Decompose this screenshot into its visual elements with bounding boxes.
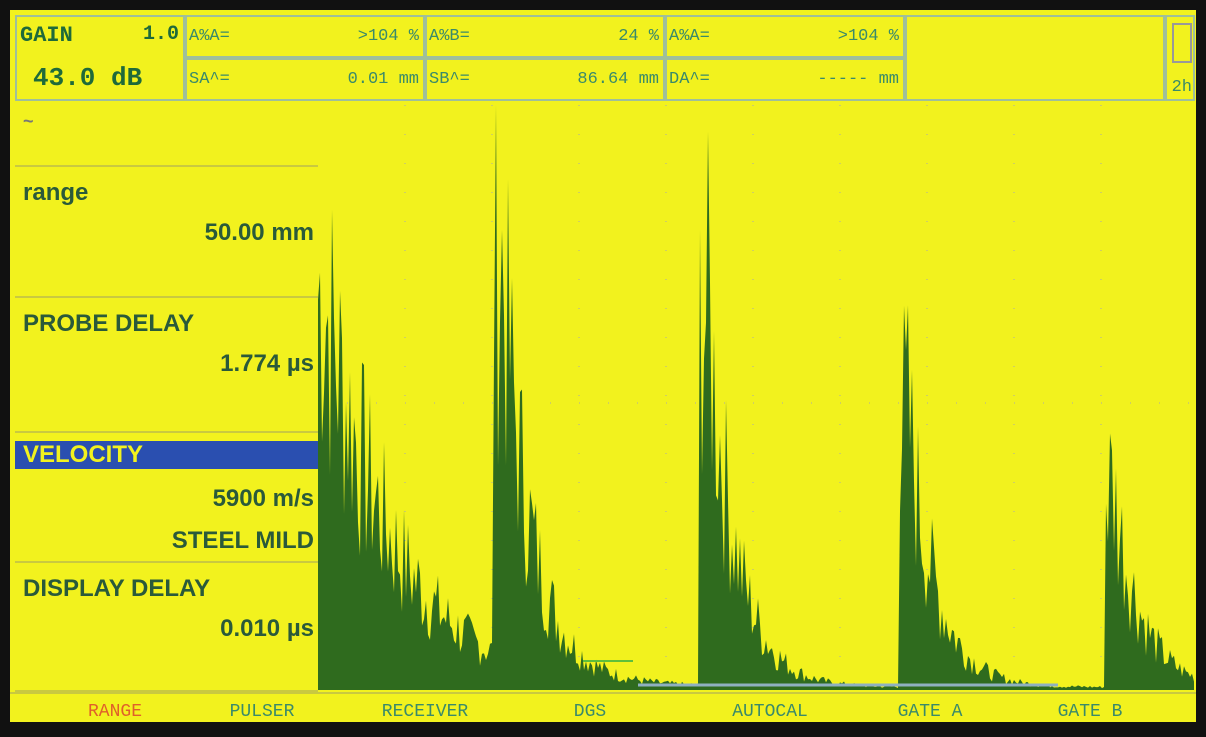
reading-value: 86.64 mm <box>577 70 659 89</box>
gain-value: 43.0 dB <box>33 63 142 93</box>
reading-value: >104 % <box>358 27 419 46</box>
menu-button[interactable]: AUTOCAL <box>732 702 808 722</box>
device-screen: GAIN 1.0 43.0 dB A%A= >104 % A%B= 24 % A%A= >… <box>10 10 1196 722</box>
battery-icon <box>1172 23 1192 63</box>
reading-cell: SA^= 0.01 mm <box>185 58 425 101</box>
panel-title: DISPLAY DELAY <box>23 575 210 603</box>
panel-value: 50.00 mm <box>205 219 314 247</box>
page: GAIN 1.0 43.0 dB A%A= >104 % A%B= 24 % A%A= >… <box>0 0 1206 737</box>
reading-value: 0.01 mm <box>348 70 419 89</box>
panel-section: VELOCITY 5900 m/s STEEL MILD <box>15 433 318 563</box>
panel-section: PROBE DELAY 1.774 µs <box>15 298 318 433</box>
reading-cell: A%A= >104 % <box>665 15 905 58</box>
reading-value: >104 % <box>838 27 899 46</box>
gain-step: 1.0 <box>143 23 179 46</box>
a-scan-trace <box>318 105 1194 690</box>
battery: 2h <box>1165 15 1195 101</box>
icon-row: ~ <box>15 105 318 167</box>
reading-label: A%A= <box>189 27 230 46</box>
gain-box: GAIN 1.0 43.0 dB <box>15 15 185 101</box>
menu-button[interactable]: PULSER <box>230 702 295 722</box>
menu-button[interactable]: GATE A <box>898 702 963 722</box>
panel-title: PROBE DELAY <box>23 310 194 338</box>
panel-value: STEEL MILD <box>172 527 314 555</box>
menu-button[interactable]: RANGE <box>88 702 142 722</box>
reading-label: A%B= <box>429 27 470 46</box>
reading-label: A%A= <box>669 27 710 46</box>
reading-value: 24 % <box>618 27 659 46</box>
reading-label: DA^= <box>669 70 710 89</box>
menu-button[interactable]: RECEIVER <box>382 702 468 722</box>
reading-cell: A%A= >104 % <box>185 15 425 58</box>
panel-section: range 50.00 mm <box>15 167 318 298</box>
battery-label: 2h <box>1172 78 1192 97</box>
panel-title: VELOCITY <box>15 441 318 469</box>
gain-label: GAIN <box>20 23 73 48</box>
reading-cell: A%B= 24 % <box>425 15 665 58</box>
reading-cell: DA^= ----- mm <box>665 58 905 101</box>
panel-title: range <box>23 179 88 207</box>
reading-value: ----- mm <box>817 70 899 89</box>
menu-button[interactable]: DGS <box>574 702 606 722</box>
panel-value: 1.774 µs <box>220 350 314 378</box>
trace-icon: ~ <box>23 111 34 132</box>
reading-cell: SB^= 86.64 mm <box>425 58 665 101</box>
menu-button[interactable]: GATE B <box>1058 702 1123 722</box>
reading-label: SB^= <box>429 70 470 89</box>
empty-cell <box>905 15 1165 101</box>
reading-label: SA^= <box>189 70 230 89</box>
panel-value: 0.010 µs <box>220 615 314 643</box>
panel-value: 5900 m/s <box>213 485 314 513</box>
panel-section: DISPLAY DELAY 0.010 µs <box>15 563 318 692</box>
a-scan <box>318 105 1194 692</box>
